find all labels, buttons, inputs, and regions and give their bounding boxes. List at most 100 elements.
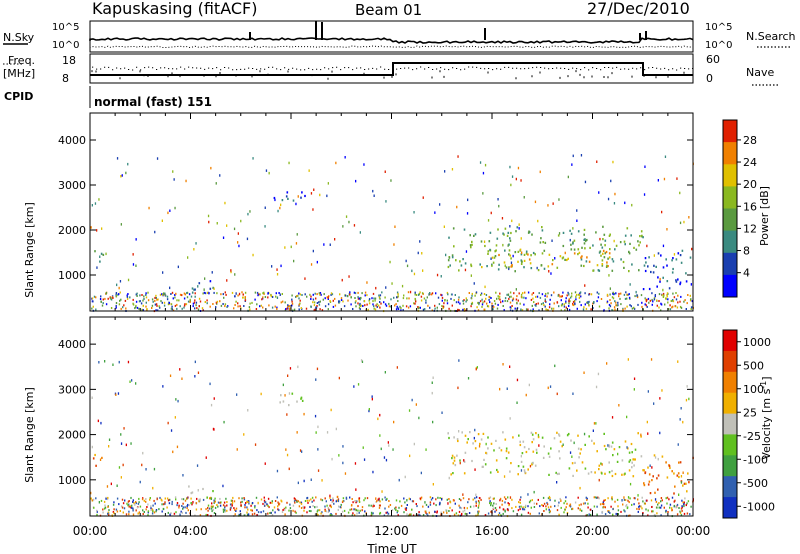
colorbar-tick-label: 20 [743,178,757,191]
echo-cell [556,472,559,476]
echo-cell [516,226,519,229]
echo-cell [543,445,545,448]
echo-cell [580,448,582,451]
near-range-cell [127,504,129,507]
sparse-echo [120,223,122,226]
sparse-echo [592,429,594,432]
echo-cell [540,237,542,240]
sparse-echo [554,364,556,368]
echo-cell [463,228,466,231]
near-range-cell [384,296,386,299]
near-range-cell [675,298,678,301]
near-range-cell [176,307,178,310]
near-range-cell [358,297,360,300]
sparse-echo [613,202,616,205]
echo-cell [496,468,498,472]
sparse-echo [276,296,279,299]
near-range-cell [663,506,665,509]
near-range-cell [95,296,97,299]
echo-cell [628,250,630,253]
near-range-cell [439,497,441,499]
near-range-cell [511,507,513,510]
near-range-cell [590,293,593,296]
near-range-cell [355,501,357,504]
near-range-cell [102,511,104,514]
near-range-cell [660,514,662,517]
echo-cell [573,239,576,242]
echo-cell [631,451,633,454]
sparse-echo [509,417,511,420]
sparse-echo [327,296,329,299]
sparse-echo [558,198,560,201]
near-range-cell [485,294,488,296]
echo-cell [494,250,496,253]
near-range-cell [441,296,444,299]
near-range-cell [351,514,353,517]
near-range-cell [358,306,361,309]
near-range-cell [672,292,674,295]
x-tick-labels: 00:00 04:00 08:00 12:00 16:00 20:00 00:00 [73,524,711,538]
near-range-cell [607,497,609,500]
echo-cell [480,240,483,243]
sparse-echo [98,198,100,201]
echo-cell [202,487,204,491]
sparse-echo [418,416,420,420]
echo-cell [605,265,608,268]
near-range-cell [446,291,449,294]
near-range-cell [118,303,121,306]
near-range-cell [258,293,260,296]
near-range-cell [121,506,124,509]
near-range-cell [159,293,162,296]
near-range-cell [187,300,190,303]
echo-cell [601,472,603,475]
sparse-echo [534,200,537,204]
beam-title: Beam 01 [355,1,422,19]
noise-tick-low-left: 10^0 [52,40,79,51]
near-range-cell [619,297,621,300]
near-range-cell [151,304,154,307]
sparse-echo [550,272,552,275]
near-range-cell [627,499,629,502]
near-range-cell [276,496,278,499]
echo-cell [601,246,604,249]
near-range-cell [113,501,115,504]
echo-cell [581,461,584,464]
echo-cell [212,490,214,493]
sparse-echo [411,269,413,273]
near-range-cell [453,513,456,516]
near-range-cell [335,500,337,503]
near-range-cell [563,511,565,514]
near-range-cell [370,504,372,507]
near-range-cell [690,308,692,310]
near-range-cell [641,496,643,499]
sparse-echo [355,488,357,491]
near-range-cell [568,305,570,307]
sparse-echo [129,380,131,383]
near-range-cell [673,504,676,507]
near-range-cell [301,294,303,296]
near-range-cell [661,294,663,297]
near-range-cell [494,507,497,509]
echo-cell [675,258,678,261]
echo-cell [584,467,587,470]
echo-cell [286,191,289,194]
near-range-cell [234,508,236,511]
near-range-cell [156,298,158,301]
near-range-cell [459,302,461,305]
near-range-cell [400,309,402,312]
near-range-cell [183,306,185,309]
near-range-cell [226,509,228,512]
echo-cell [678,475,680,479]
echo-cell [346,295,349,298]
near-range-cell [320,293,322,296]
near-range-cell [477,513,479,516]
near-range-cell [199,514,202,517]
near-range-cell [557,504,559,507]
sparse-echo [110,482,112,486]
colorbar-segment [723,252,737,276]
near-range-cell [371,513,373,516]
echo-cell [608,461,610,464]
echo-cell [569,229,571,232]
sparse-echo [156,497,158,501]
near-range-cell [147,503,149,506]
